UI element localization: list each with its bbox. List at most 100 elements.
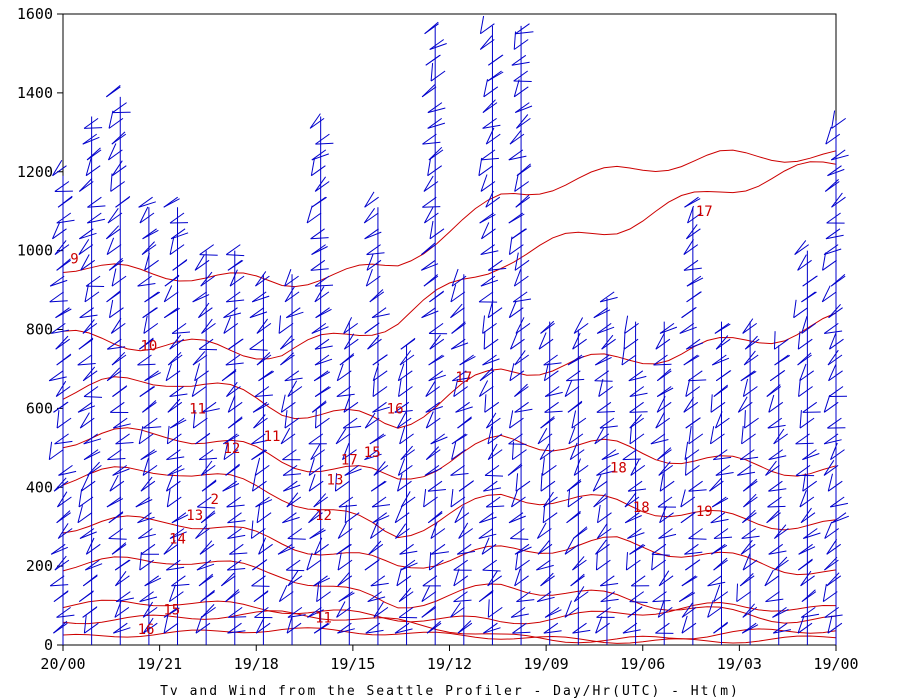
x-tick-label: 19/15 (330, 655, 375, 673)
x-tick-label: 19/09 (524, 655, 569, 673)
wind-barb-shaft (371, 496, 387, 508)
wind-barb-flag (774, 354, 791, 366)
wind-barb-flag (220, 572, 235, 587)
wind-barb-flag (824, 439, 842, 445)
wind-barb-shaft (338, 496, 354, 508)
wind-barb-shaft (314, 354, 330, 366)
wind-barb-shaft (307, 606, 322, 618)
wind-barb-flag (629, 544, 646, 555)
wind-barb-flag (572, 629, 591, 634)
wind-barb-flag (278, 585, 288, 602)
wind-barb-shaft (486, 417, 501, 429)
wind-barb-flag (139, 337, 154, 350)
wind-barb-shaft (485, 496, 501, 508)
contour-line (62, 427, 837, 480)
wind-barb-flag (87, 218, 106, 224)
wind-barb-shaft (50, 322, 66, 334)
wind-barb-shaft (516, 591, 531, 603)
wind-barb-flag (515, 552, 519, 571)
wind-barb-flag (453, 378, 459, 397)
wind-barb-shaft (480, 181, 496, 192)
wind-barb-flag (198, 573, 214, 587)
wind-barb-shaft (194, 259, 210, 271)
wind-barb-flag (488, 267, 507, 271)
wind-barb-shaft (58, 464, 73, 476)
wind-barb-flag (399, 350, 412, 366)
wind-barb-flag (629, 392, 648, 398)
wind-barb-shaft (428, 370, 443, 382)
contour-label: 15 (163, 603, 180, 619)
wind-barb-flag (487, 71, 504, 82)
profile-column (334, 317, 362, 645)
wind-barb-shaft (765, 591, 780, 603)
wind-barb-shaft (478, 528, 494, 539)
wind-barb-shaft (825, 133, 841, 145)
wind-barb-shaft (110, 322, 126, 334)
wind-barb-shaft (453, 386, 468, 397)
wind-barb-shaft (710, 401, 726, 413)
wind-barb-shaft (514, 575, 529, 587)
wind-barb-flag (627, 606, 643, 618)
wind-barb-shaft (487, 307, 503, 319)
wind-barb-flag (110, 318, 122, 334)
wind-barb-flag (169, 334, 181, 350)
wind-barb-flag (425, 411, 434, 429)
wind-barb-shaft (802, 401, 817, 413)
wind-barb-flag (172, 259, 188, 271)
wind-barb-flag (510, 332, 518, 350)
wind-barb-shaft (394, 512, 410, 524)
wind-barb-flag (366, 253, 374, 271)
wind-barb-flag (394, 628, 413, 634)
wind-barb-flag (797, 616, 805, 634)
wind-barb-flag (53, 401, 69, 413)
wind-barb-shaft (830, 149, 846, 161)
wind-barb-shaft (114, 606, 130, 618)
wind-barb-shaft (715, 417, 730, 429)
wind-barb-shaft (255, 622, 271, 634)
wind-barb-shaft (308, 433, 324, 445)
wind-barb-shaft (309, 117, 325, 129)
wind-barb-shaft (169, 386, 184, 397)
wind-barb-shaft (283, 480, 298, 492)
wind-barb-flag (421, 242, 436, 255)
wind-barb-flag (515, 317, 525, 334)
wind-barb-flag (827, 168, 845, 177)
wind-barb-flag (336, 393, 355, 398)
wind-barb-shaft (135, 496, 151, 508)
wind-barb-shaft (629, 386, 645, 397)
wind-barb-flag (566, 479, 582, 492)
wind-barb-shaft (201, 322, 216, 334)
wind-barb-shaft (484, 401, 500, 413)
wind-barb-flag (310, 157, 315, 176)
wind-barb-flag (567, 400, 583, 413)
wind-barb-shaft (508, 149, 524, 161)
wind-barb-shaft (515, 559, 530, 571)
wind-barb-flag (769, 369, 786, 382)
wind-barb-shaft (536, 591, 552, 603)
wind-barb-flag (227, 534, 246, 540)
wind-barb-shaft (453, 559, 468, 571)
wind-barb-flag (512, 631, 531, 634)
wind-barb-flag (287, 570, 299, 587)
wind-barb-flag (430, 63, 434, 82)
wind-barb-flag (116, 597, 135, 603)
wind-barb-flag (830, 502, 848, 508)
wind-barb-flag (170, 232, 189, 240)
wind-barb-shaft (112, 417, 128, 429)
wind-barb-flag (773, 524, 787, 539)
wind-barb-shaft (142, 606, 158, 618)
wind-barb-flag (715, 472, 734, 476)
wind-barb-shaft (192, 354, 208, 366)
wind-barb-shaft (256, 512, 272, 524)
wind-barb-shaft (624, 322, 639, 334)
wind-barb-flag (544, 609, 562, 618)
wind-barb-shaft (572, 559, 587, 571)
wind-barb-flag (308, 458, 315, 476)
profile-column (478, 15, 507, 645)
wind-barb-flag (457, 416, 472, 429)
profile-column (450, 268, 476, 645)
wind-barb-flag (655, 333, 665, 350)
wind-barb-flag (192, 410, 196, 429)
wind-barb-shaft (823, 322, 839, 334)
